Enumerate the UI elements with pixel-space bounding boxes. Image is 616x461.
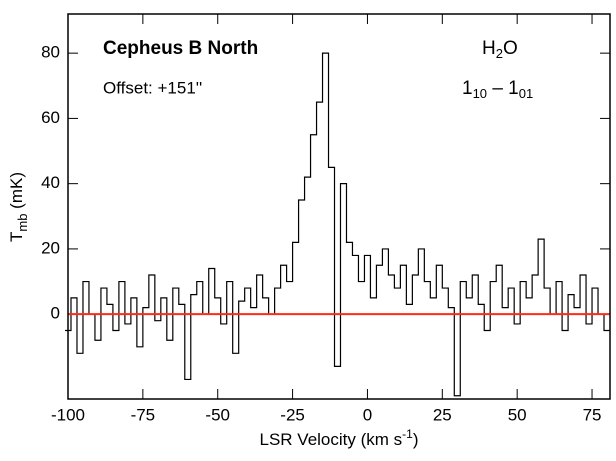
x-tick-label: -50	[205, 405, 230, 424]
molecule: H2O	[482, 38, 518, 61]
subtitle: Offset: +151''	[103, 78, 202, 97]
plot-frame	[67, 13, 611, 400]
y-axis-label: Tmb (mK)	[7, 172, 30, 242]
y-tick-label: 60	[41, 108, 60, 127]
t: )	[413, 430, 419, 449]
x-tick-label: 0	[363, 405, 372, 424]
t: mb	[15, 214, 30, 232]
t: H	[482, 38, 496, 59]
y-tick-label: 0	[51, 304, 60, 323]
x-tick-label: -75	[131, 405, 156, 424]
spectrum	[65, 52, 610, 397]
y-tick-label: 80	[41, 43, 60, 62]
t: 1	[462, 78, 473, 99]
x-tick-label: 50	[508, 405, 527, 424]
t: 10	[473, 86, 487, 101]
t: -1	[402, 427, 413, 441]
y-tick-label: 40	[41, 173, 60, 192]
t: 01	[519, 86, 533, 101]
chart-title: Cepheus B North	[103, 38, 258, 59]
y-tick-label: 20	[41, 238, 60, 257]
t: O	[503, 38, 518, 59]
x-tick-label: -100	[51, 405, 85, 424]
t: – 1	[487, 78, 519, 99]
t: T	[7, 232, 26, 242]
x-tick-label: -25	[280, 405, 305, 424]
x-tick-label: 75	[583, 405, 602, 424]
x-tick-label: 25	[433, 405, 452, 424]
t: 2	[496, 46, 503, 61]
t: LSR Velocity (km s	[260, 430, 403, 449]
transition: 110 – 101	[462, 78, 533, 101]
x-axis-label: LSR Velocity (km s-1)	[260, 427, 419, 449]
t: (mK)	[7, 172, 26, 214]
